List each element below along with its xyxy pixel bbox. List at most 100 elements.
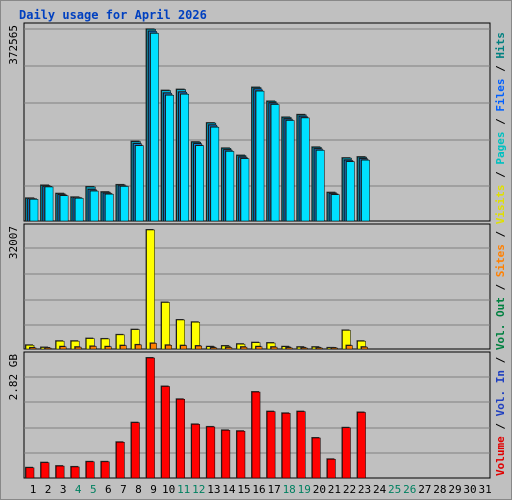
volume-bar-day-8 — [131, 422, 140, 479]
x-tick-day-17: 17 — [267, 483, 280, 496]
pages-bar-day-4 — [74, 198, 84, 222]
pages-bar-day-15 — [240, 158, 250, 222]
pages-bar-day-11 — [180, 93, 189, 222]
volume-bar-day-18 — [281, 413, 291, 479]
pages-bar-day-20 — [316, 150, 325, 222]
pages-bar-day-2 — [44, 186, 54, 222]
volume-bar-day-10 — [161, 386, 170, 479]
volume-bar-day-23 — [357, 412, 366, 479]
sites-bar-day-17 — [270, 346, 278, 350]
x-tick-day-27: 27 — [418, 483, 431, 496]
sites-bar-day-14 — [225, 347, 233, 350]
sites-bar-day-6 — [105, 346, 112, 350]
pages-bar-day-13 — [210, 126, 220, 222]
volume-bar-day-11 — [176, 399, 185, 479]
x-tick-day-26: 26 — [403, 483, 416, 496]
x-tick-day-4: 4 — [75, 483, 82, 496]
y-max-label-1: 372565 — [7, 25, 20, 65]
volume-bar-day-1 — [25, 467, 35, 479]
x-tick-day-18: 18 — [283, 483, 296, 496]
x-tick-day-20: 20 — [313, 483, 326, 496]
x-tick-day-28: 28 — [433, 483, 446, 496]
sites-bar-day-10 — [165, 345, 172, 350]
legend-item-8: / — [494, 224, 507, 244]
visits-bar-day-12 — [191, 321, 201, 350]
x-tick-day-13: 13 — [207, 483, 220, 496]
sites-bar-day-18 — [285, 347, 293, 350]
sites-bar-day-21 — [331, 347, 338, 350]
volume-bar-day-12 — [191, 424, 201, 479]
sites-bar-day-13 — [210, 347, 218, 350]
legend-item-1: Volume — [494, 436, 507, 476]
volume-bar-day-13 — [206, 426, 216, 479]
x-tick-day-9: 9 — [150, 483, 157, 496]
x-tick-day-12: 12 — [192, 483, 205, 496]
x-tick-day-8: 8 — [135, 483, 142, 496]
pages-bar-day-8 — [135, 145, 144, 222]
volume-bar-day-22 — [342, 427, 351, 479]
legend-item-2: / — [494, 416, 507, 436]
visits-bar-day-11 — [176, 319, 185, 350]
x-tick-day-14: 14 — [222, 483, 236, 496]
x-tick-day-15: 15 — [237, 483, 250, 496]
sites-bar-day-22 — [346, 345, 353, 350]
x-tick-day-24: 24 — [373, 483, 387, 496]
y-max-label-3: 2.82 GB — [7, 354, 20, 401]
legend-item-11: Pages — [494, 132, 507, 165]
legend-item-6: / — [494, 277, 507, 297]
x-tick-day-10: 10 — [162, 483, 175, 496]
sites-bar-day-4 — [74, 346, 82, 350]
pages-bar-day-12 — [195, 145, 205, 222]
legend-item-9: Visits — [494, 185, 507, 225]
volume-bar-day-4 — [70, 466, 80, 479]
pages-bar-day-21 — [331, 194, 340, 222]
volume-bar-day-6 — [101, 461, 110, 479]
x-tick-day-2: 2 — [45, 483, 52, 496]
volume-bar-day-16 — [251, 391, 261, 479]
x-tick-day-23: 23 — [358, 483, 371, 496]
legend-item-5: Vol. Out — [494, 297, 507, 350]
sites-bar-day-5 — [90, 346, 97, 350]
pages-bar-day-10 — [165, 95, 174, 222]
legend-item-15: Hits — [494, 32, 507, 59]
volume-bar-day-21 — [327, 459, 336, 479]
sites-bar-day-15 — [240, 346, 248, 350]
x-tick-day-21: 21 — [328, 483, 341, 496]
pages-bar-day-5 — [90, 190, 99, 222]
volume-bar-day-17 — [266, 411, 276, 479]
pages-bar-day-7 — [120, 186, 129, 222]
sites-bar-day-7 — [120, 345, 127, 350]
sites-bar-day-3 — [59, 346, 67, 350]
pages-bar-day-1 — [29, 199, 39, 222]
x-tick-day-11: 11 — [177, 483, 190, 496]
x-tick-day-29: 29 — [448, 483, 461, 496]
sites-bar-day-2 — [44, 347, 52, 350]
volume-bar-day-19 — [297, 411, 306, 479]
volume-bar-day-14 — [221, 430, 231, 479]
legend-item-7: Sites — [494, 244, 507, 277]
sites-bar-day-23 — [361, 346, 368, 350]
pages-bar-day-18 — [285, 120, 295, 222]
volume-bar-day-20 — [312, 437, 321, 479]
legend-item-12: / — [494, 112, 507, 132]
sites-bar-day-19 — [301, 347, 308, 350]
x-tick-day-7: 7 — [120, 483, 127, 496]
volume-bar-day-5 — [86, 461, 95, 479]
pages-bar-day-22 — [346, 161, 355, 222]
volume-bar-day-9 — [146, 357, 155, 479]
volume-bar-day-3 — [55, 465, 65, 479]
volume-bar-day-7 — [116, 442, 125, 479]
sites-bar-day-11 — [180, 345, 187, 350]
right-legend: Volume / Vol. In / Vol. Out / Sites / Vi… — [494, 32, 507, 476]
sites-bar-day-16 — [255, 346, 263, 350]
legend-item-13: Files — [494, 79, 507, 112]
x-tick-day-1: 1 — [30, 483, 37, 496]
sites-bar-day-20 — [316, 347, 323, 350]
legend-item-3: Vol. In — [494, 370, 507, 416]
x-tick-day-16: 16 — [252, 483, 265, 496]
chart-title: Daily usage for April 2026 — [19, 8, 207, 22]
visits-bar-day-10 — [161, 302, 170, 350]
pages-bar-day-9 — [150, 33, 159, 222]
legend-item-14: / — [494, 59, 507, 79]
